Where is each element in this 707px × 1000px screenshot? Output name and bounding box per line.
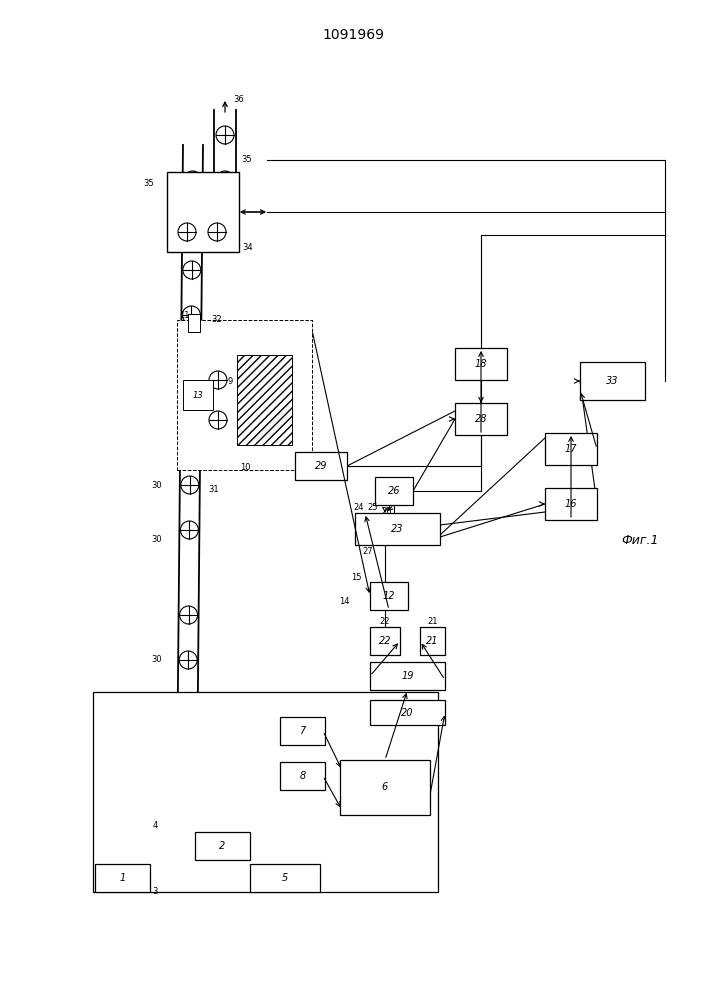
Text: 23: 23 (391, 524, 404, 534)
Text: 17: 17 (565, 444, 577, 454)
Text: 36: 36 (233, 96, 244, 104)
Text: 1091969: 1091969 (322, 28, 384, 42)
Text: 12: 12 (382, 591, 395, 601)
Text: 30: 30 (151, 656, 162, 664)
Text: 29: 29 (315, 461, 327, 471)
Text: 13: 13 (192, 390, 204, 399)
Text: 1: 1 (119, 873, 126, 883)
Text: 22: 22 (380, 617, 390, 626)
Bar (375, 477, 413, 505)
Text: 10: 10 (240, 464, 250, 473)
Text: 2: 2 (219, 841, 226, 851)
Text: 33: 33 (606, 376, 619, 386)
Bar (195, 832, 250, 860)
Bar (340, 760, 430, 815)
Text: 7: 7 (299, 726, 305, 736)
Bar (580, 362, 645, 400)
Text: 16: 16 (565, 499, 577, 509)
Text: 9: 9 (228, 377, 233, 386)
Text: 15: 15 (351, 572, 362, 582)
Bar (545, 488, 597, 520)
Text: 11: 11 (179, 310, 189, 320)
Bar (183, 380, 213, 410)
Text: 26: 26 (387, 486, 400, 496)
Text: 35: 35 (241, 155, 252, 164)
Bar (370, 662, 445, 690)
Bar (280, 762, 325, 790)
Bar (167, 172, 239, 252)
Bar (95, 864, 150, 892)
Text: 21: 21 (426, 636, 439, 646)
Text: 22: 22 (379, 636, 391, 646)
Bar (93, 692, 438, 892)
Bar (250, 864, 320, 892)
Text: 34: 34 (242, 242, 252, 251)
Bar (420, 627, 445, 655)
Bar (295, 452, 347, 480)
Text: 4: 4 (153, 820, 158, 830)
Text: 24: 24 (353, 502, 363, 512)
Text: 20: 20 (402, 708, 414, 718)
Text: 30: 30 (151, 536, 162, 544)
Text: 18: 18 (474, 359, 487, 369)
Text: 25: 25 (367, 502, 378, 512)
Text: 6: 6 (382, 782, 388, 792)
Bar (188, 314, 200, 332)
Text: 14: 14 (339, 597, 350, 606)
Bar (455, 403, 507, 435)
Bar (545, 433, 597, 465)
Text: Фиг.1: Фиг.1 (621, 534, 659, 546)
Bar (237, 355, 292, 445)
Text: 28: 28 (474, 414, 487, 424)
Bar (370, 627, 400, 655)
Text: 3: 3 (153, 888, 158, 896)
Bar (177, 320, 312, 470)
Bar (370, 582, 408, 610)
Text: 35: 35 (144, 180, 154, 188)
Text: 30: 30 (151, 481, 162, 489)
Text: 31: 31 (208, 486, 218, 494)
Bar (280, 717, 325, 745)
Bar (455, 348, 507, 380)
Text: 5: 5 (282, 873, 288, 883)
Text: 21: 21 (427, 617, 438, 626)
Text: 19: 19 (402, 671, 414, 681)
Bar (370, 700, 445, 725)
Bar (355, 513, 440, 545)
Text: 8: 8 (299, 771, 305, 781)
Text: 26: 26 (381, 506, 392, 516)
Text: 32: 32 (211, 316, 221, 324)
Text: 27: 27 (363, 546, 373, 556)
